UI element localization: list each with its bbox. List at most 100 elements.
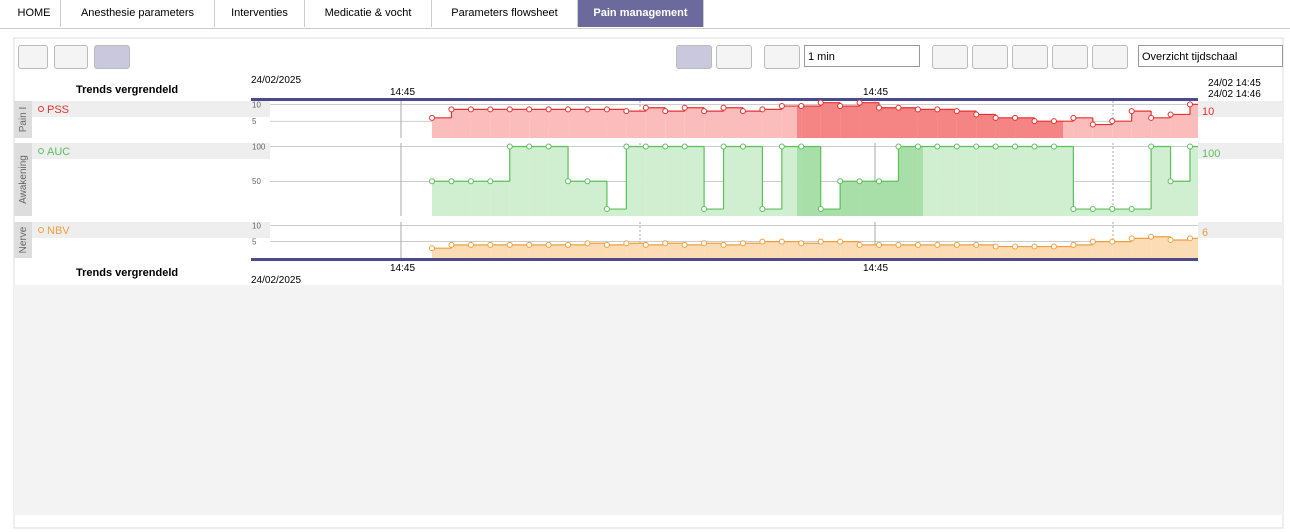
filter-button[interactable] xyxy=(94,45,130,69)
area xyxy=(1170,181,1190,216)
point xyxy=(623,108,630,115)
expand-button[interactable] xyxy=(676,45,712,69)
time-mark: 14:45 xyxy=(390,87,415,98)
area xyxy=(840,241,860,258)
point xyxy=(1070,241,1077,248)
area xyxy=(626,111,646,138)
area xyxy=(995,146,1016,216)
y-tick-label: 10 xyxy=(252,100,261,109)
area xyxy=(568,109,588,138)
point xyxy=(992,114,999,121)
point xyxy=(681,241,688,248)
point xyxy=(623,143,630,150)
point xyxy=(701,206,708,213)
settings-button[interactable] xyxy=(18,45,48,69)
area xyxy=(820,241,841,258)
area-highlight xyxy=(956,111,977,138)
area xyxy=(1015,246,1035,258)
range-start: 24/02 14:45 xyxy=(1208,78,1261,89)
point xyxy=(1109,206,1116,213)
area xyxy=(451,244,471,258)
point xyxy=(429,178,435,185)
area xyxy=(781,146,802,216)
point xyxy=(876,178,883,185)
area xyxy=(665,146,685,216)
area xyxy=(432,248,452,258)
area xyxy=(1112,121,1132,138)
calendar-button[interactable] xyxy=(764,45,800,69)
prev-button[interactable] xyxy=(972,45,1008,69)
series-name: PSS xyxy=(47,104,69,116)
scale-select[interactable]: Overzicht tijdschaal xyxy=(1138,45,1283,67)
tab[interactable]: Anesthesie parameters xyxy=(61,0,215,27)
last-button[interactable] xyxy=(1092,45,1128,69)
area xyxy=(606,244,627,258)
point xyxy=(934,106,941,113)
area xyxy=(684,244,705,258)
point xyxy=(487,241,494,248)
point xyxy=(448,241,455,248)
tab[interactable]: Parameters flowsheet xyxy=(432,0,578,27)
area xyxy=(917,244,938,258)
area xyxy=(1112,241,1132,258)
area xyxy=(490,181,510,216)
collapse-button[interactable] xyxy=(716,45,752,69)
area xyxy=(1190,238,1198,258)
area xyxy=(1092,124,1113,138)
area xyxy=(606,209,627,216)
point xyxy=(603,106,610,113)
area-highlight xyxy=(1034,121,1054,138)
point xyxy=(973,241,980,248)
area-highlight xyxy=(898,146,918,216)
area xyxy=(432,181,452,216)
point xyxy=(934,241,941,248)
point xyxy=(1167,237,1174,243)
center-button[interactable] xyxy=(1012,45,1048,69)
point xyxy=(1128,235,1135,242)
area xyxy=(742,243,763,258)
area-highlight xyxy=(859,181,880,216)
area xyxy=(1170,114,1190,138)
area xyxy=(568,181,588,216)
area xyxy=(529,244,549,258)
point xyxy=(642,241,649,248)
area xyxy=(1015,146,1035,216)
area xyxy=(1053,146,1074,216)
legend-marker xyxy=(38,148,44,154)
zoom-button[interactable] xyxy=(54,45,88,69)
area-highlight xyxy=(1053,121,1063,138)
tab-active[interactable]: Pain management xyxy=(578,0,704,27)
area xyxy=(645,107,666,138)
point xyxy=(895,143,902,150)
next-button[interactable] xyxy=(1052,45,1088,69)
point xyxy=(506,241,513,248)
point xyxy=(973,143,980,150)
area xyxy=(1092,241,1113,258)
tab[interactable]: HOME xyxy=(8,0,61,27)
point xyxy=(1070,114,1077,121)
point xyxy=(1187,143,1193,150)
area xyxy=(1073,117,1093,138)
point xyxy=(817,99,824,106)
point xyxy=(1089,206,1096,213)
area xyxy=(976,244,996,258)
point xyxy=(1012,114,1019,121)
first-button[interactable] xyxy=(932,45,968,69)
area xyxy=(723,107,743,138)
legend-marker xyxy=(38,227,44,233)
area xyxy=(956,244,977,258)
point xyxy=(1167,111,1174,118)
series-name: NBV xyxy=(47,225,70,237)
current-value: 6 xyxy=(1202,227,1208,239)
tab[interactable]: Medicatie & vocht xyxy=(305,0,432,27)
interval-select[interactable]: 1 min xyxy=(804,45,920,67)
tab[interactable]: Interventies xyxy=(215,0,305,27)
point xyxy=(662,143,669,150)
area xyxy=(432,117,452,138)
point xyxy=(1070,206,1077,213)
point xyxy=(895,104,902,111)
point xyxy=(778,103,785,110)
point xyxy=(1128,206,1135,213)
area xyxy=(801,243,821,258)
point xyxy=(798,103,805,110)
